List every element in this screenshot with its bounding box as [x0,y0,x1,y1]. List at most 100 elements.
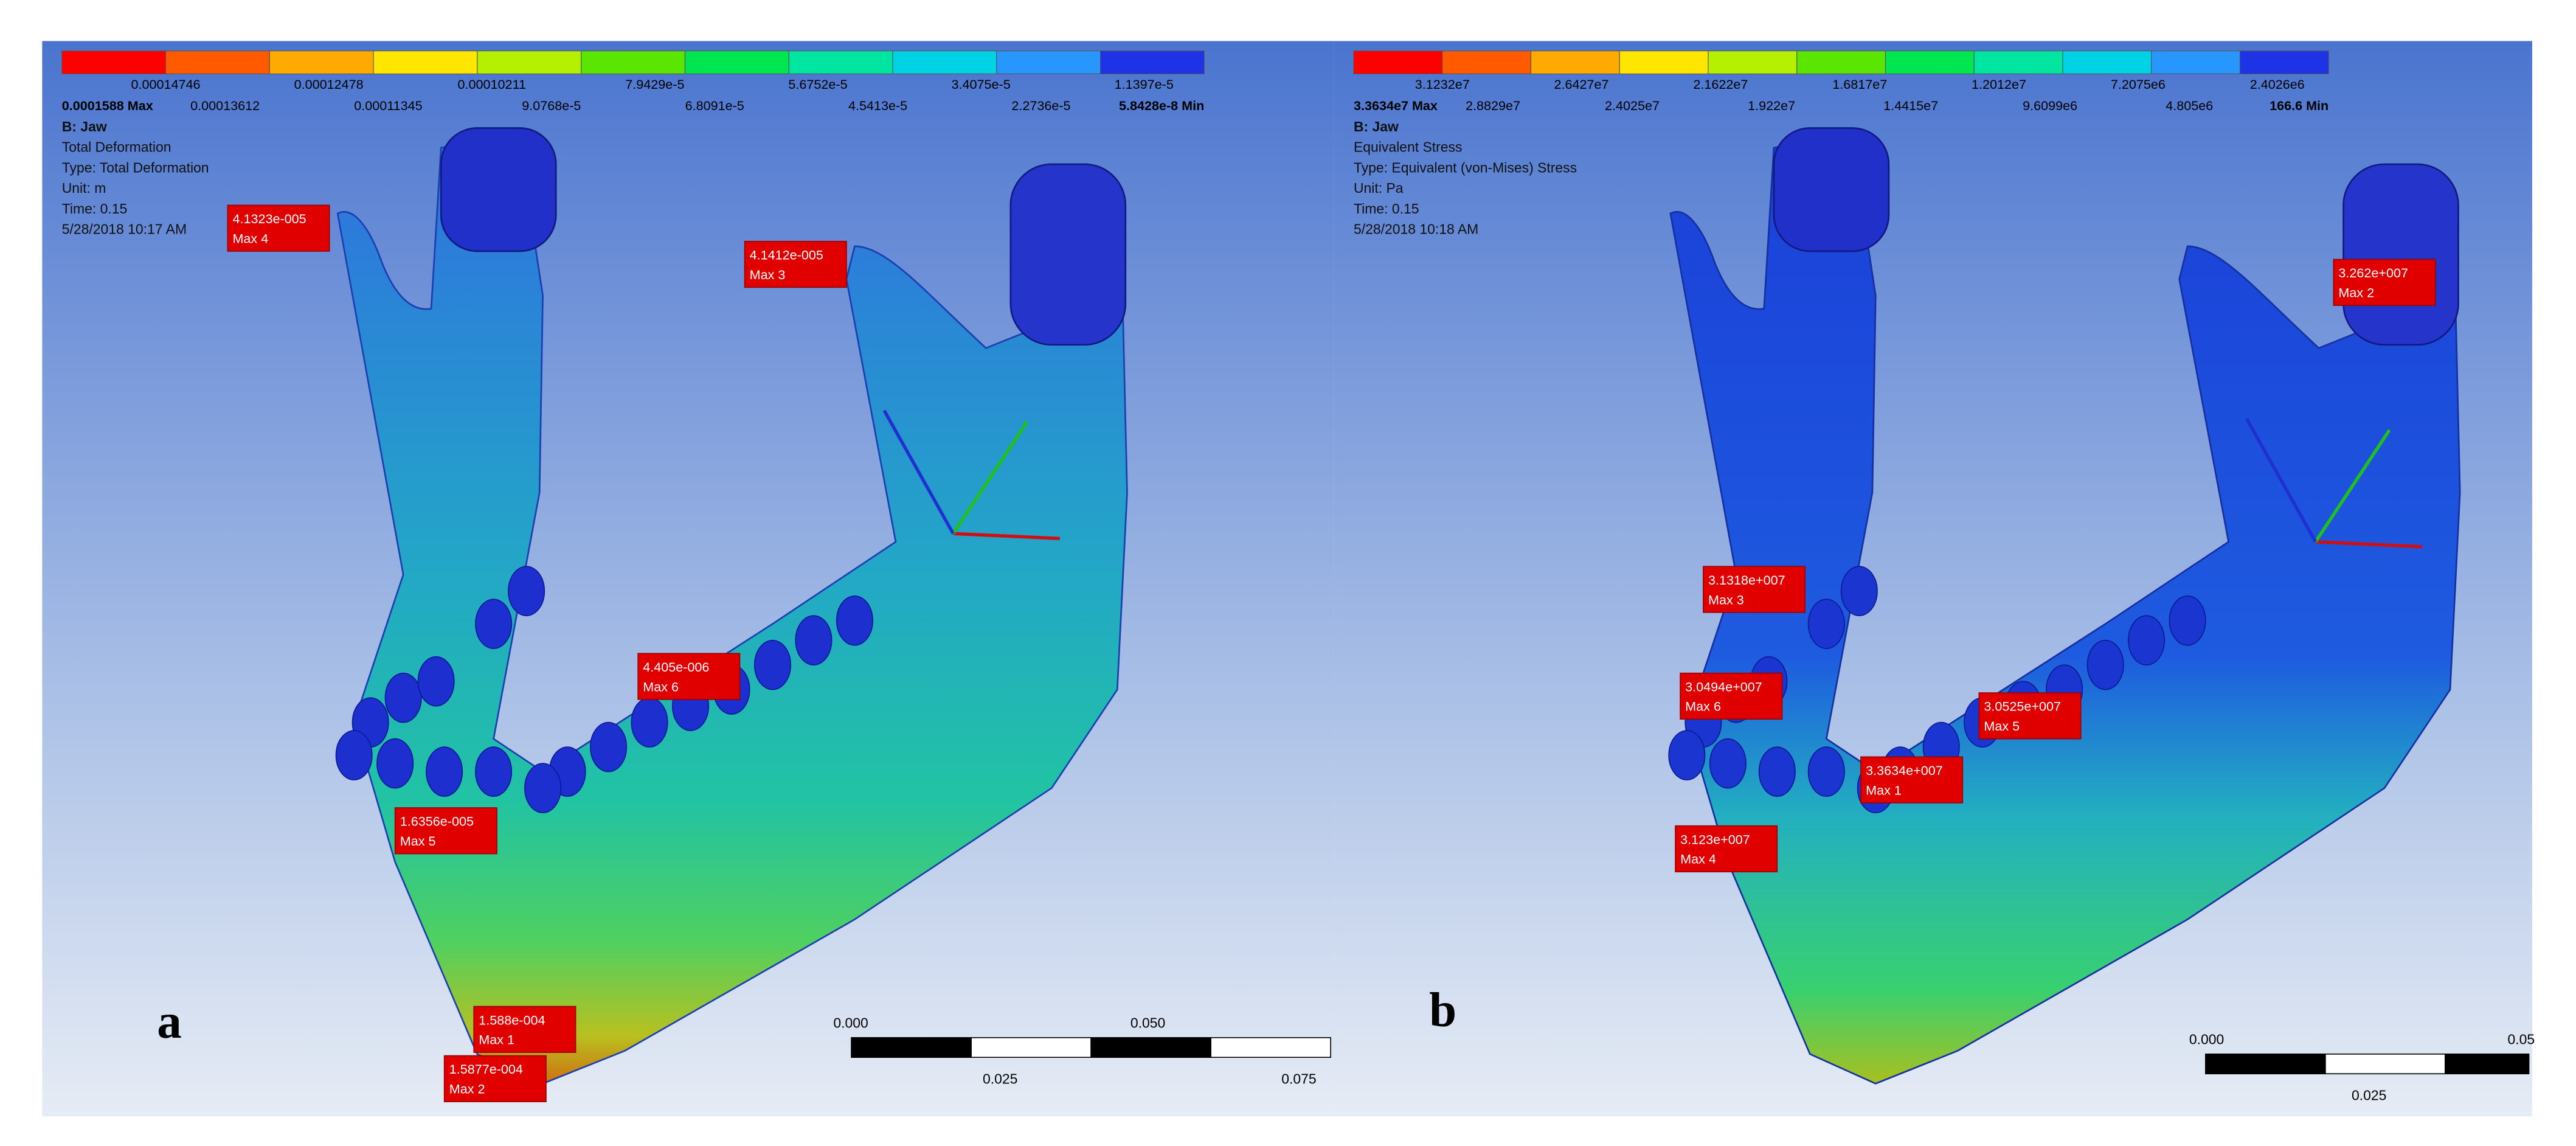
axis-y [2314,429,2391,543]
panel-letter: a [157,994,181,1049]
tooth [590,721,628,773]
legend-label: 1.4415e7 [1883,98,1938,113]
legend-label: 0.00013612 [190,98,260,113]
scale-bar-segment [1090,1037,1211,1058]
tooth [1807,599,1845,649]
legend-label: 2.8829e7 [1466,98,1520,113]
probe-box [1680,672,1783,720]
legend-label: 9.0768e-5 [522,98,581,113]
tooth [1840,566,1878,616]
tooth [384,672,422,723]
legend-band [892,50,997,75]
legend-band [2239,50,2329,75]
legend-label: 0.00012478 [294,77,364,92]
probe-value: 3.0525e+007 [1984,699,2061,714]
legend-label: 3.3634e7 Max [1354,98,1438,113]
probe-name: Max 6 [643,679,679,694]
condyle [440,127,557,252]
scale-label: 0.050 [1130,1015,1165,1031]
probe-name: Max 1 [1866,782,1902,797]
legend-label: 0.0001588 Max [62,98,153,113]
probe-name: Max 4 [232,231,268,246]
probe-name: Max 3 [750,267,786,282]
legend-label: 6.8091e-5 [685,98,744,113]
legend-band [788,50,893,75]
probe-box [1675,825,1778,873]
info-text: B: Jaw [1354,119,1399,134]
probe-name: Max 2 [449,1082,485,1097]
legend-band [477,50,582,75]
scale-bar-segment [2205,1054,2326,1075]
tooth [631,697,668,748]
tooth [753,639,791,690]
tooth [335,730,373,780]
axis-y [952,421,1029,535]
legend-band [2062,50,2152,75]
tooth [426,746,463,797]
legend-label: 5.8428e-8 Min [1119,98,1204,113]
probe-box [227,204,330,252]
legend-band [1619,50,1709,75]
info-text: Unit: Pa [1354,180,1404,196]
info-text: Unit: m [62,180,106,196]
scale-bar-segment [2325,1054,2446,1075]
scale-label: 0.025 [983,1071,1017,1086]
scale-label: 0.000 [833,1015,868,1031]
condyle [1773,127,1890,252]
legend-label: 2.6427e7 [1554,77,1609,92]
tooth [1709,738,1747,789]
info-text: Type: Equivalent (von-Mises) Stress [1354,159,1577,175]
legend-label: 1.922e7 [1748,98,1795,113]
probe-box [744,240,847,288]
legend-band [1353,50,1443,75]
legend-label: 4.5413e-5 [848,98,907,113]
legend-label: 3.1232e7 [1415,77,1470,92]
legend-label: 3.4075e-5 [952,77,1011,92]
legend-label: 0.00014746 [131,77,201,92]
legend-band [269,50,374,75]
scale-label: 0.075 [1281,1071,1316,1086]
legend-band [1973,50,2063,75]
legend-band [1530,50,1620,75]
legend-band [373,50,478,75]
axis-x [953,532,1060,541]
probe-value: 1.6356e-005 [400,814,474,829]
scale-bar-segment [2445,1054,2530,1075]
legend-band [2151,50,2241,75]
legend-label: 166.6 Min [2270,98,2328,113]
info-text: Total Deformation [62,139,171,155]
probe-name: Max 1 [479,1032,514,1047]
probe-box [1703,566,1806,613]
probe-box [1860,756,1964,804]
probe-value: 4.1323e-005 [232,211,306,226]
scale-label: 0.05 [2507,1032,2535,1047]
probe-value: 1.588e-004 [479,1012,545,1027]
tooth [376,738,414,789]
probe-box [443,1055,547,1102]
legend-label: 4.805e6 [2166,98,2213,113]
legend-label: 0.00010211 [458,77,526,92]
tooth [524,763,562,813]
info-text: 5/28/2018 10:17 AM [62,221,187,237]
tooth [795,615,833,665]
info-text: B: Jaw [62,119,107,134]
legend-label: 1.1397e-5 [1115,77,1174,92]
probe-name: Max 2 [2338,285,2374,300]
legend-label: 1.2012e7 [1972,77,2026,92]
info-text: Equivalent Stress [1354,139,1463,155]
scale-bar-segment [851,1037,972,1058]
legend-label: 9.6099e6 [2023,98,2077,113]
legend-band [996,50,1101,75]
tooth [475,746,513,797]
probe-name: Max 5 [400,833,436,849]
legend-band [1796,50,1886,75]
probe-value: 3.123e+007 [1680,832,1750,847]
probe-box [394,807,497,855]
tooth [1758,746,1796,797]
axis-z [2245,417,2318,543]
legend-band [684,50,789,75]
scale-bar-segment [971,1037,1092,1058]
tooth [475,599,513,649]
legend-label: 0.00011345 [354,98,422,113]
scale-label: 0.000 [2189,1032,2224,1047]
